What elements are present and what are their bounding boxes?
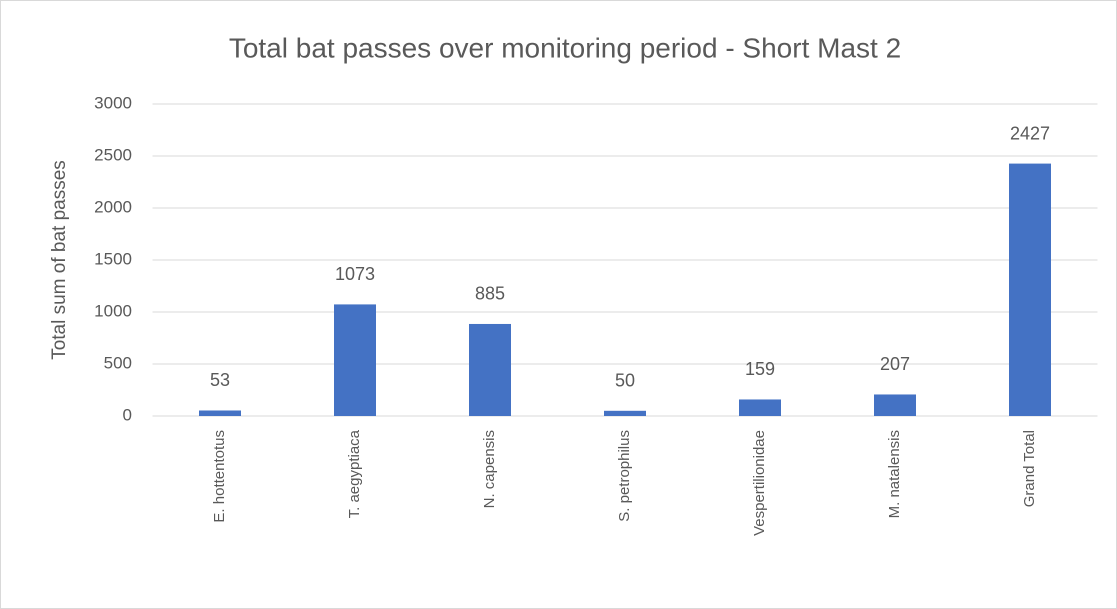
x-tick-label: N. capensis — [481, 430, 498, 508]
x-tick-label: M. natalensis — [886, 430, 903, 518]
data-label: 50 — [615, 371, 635, 391]
x-tick-label: S. petrophilus — [616, 430, 633, 522]
data-label: 207 — [880, 354, 910, 374]
y-tick-label: 500 — [104, 353, 132, 372]
bar — [334, 304, 376, 416]
data-label: 53 — [210, 370, 230, 390]
y-tick-label: 2500 — [94, 145, 132, 164]
x-tick-label: Grand Total — [1021, 430, 1038, 507]
data-label: 1073 — [335, 264, 375, 284]
x-tick-label: T. aegyptiaca — [346, 429, 363, 518]
y-tick-label: 3000 — [94, 93, 132, 112]
bar — [739, 399, 781, 416]
data-label: 885 — [475, 284, 505, 304]
y-tick-label: 1500 — [94, 249, 132, 268]
chart-title: Total bat passes over monitoring period … — [229, 32, 901, 63]
y-tick-label: 0 — [123, 405, 132, 424]
y-tick-label: 2000 — [94, 197, 132, 216]
x-tick-label: E. hottentotus — [211, 430, 228, 523]
bar — [874, 394, 916, 416]
y-axis-label: Total sum of bat passes — [49, 160, 70, 360]
data-label: 2427 — [1010, 123, 1050, 143]
y-tick-label: 1000 — [94, 301, 132, 320]
data-label: 159 — [745, 359, 775, 379]
bar — [604, 410, 646, 416]
bar — [199, 410, 241, 416]
bar — [1009, 163, 1051, 416]
x-tick-label: Vespertilionidae — [751, 430, 768, 536]
bar — [469, 323, 511, 416]
